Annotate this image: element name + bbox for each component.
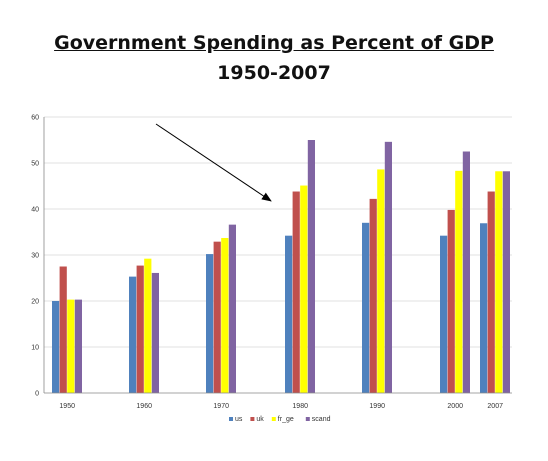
bar-us-1960 (129, 276, 137, 393)
y-tick-label: 50 (31, 161, 39, 168)
bar-us-2000 (440, 235, 448, 393)
bar-fr_ge-1970 (221, 237, 229, 393)
bar-us-1950 (52, 301, 60, 393)
bar-scand-1970 (228, 224, 236, 393)
bar-uk-1970 (213, 241, 221, 393)
x-tick-label: 2000 (447, 403, 463, 410)
bar-fr_ge-1960 (144, 258, 152, 393)
legend-label-fr_ge: fr_ge (278, 416, 294, 423)
bar-us-1990 (362, 222, 370, 393)
y-tick-label: 40 (31, 207, 39, 214)
bar-scand-1950 (74, 299, 82, 393)
y-tick-label: 20 (31, 299, 39, 306)
bar-uk-1950 (59, 266, 67, 393)
bar-uk-2007 (487, 191, 495, 393)
y-tick-label: 30 (31, 253, 39, 260)
y-tick-label: 10 (31, 345, 39, 352)
x-tick-label: 2007 (487, 403, 503, 410)
bar-scand-2007 (502, 171, 510, 393)
annotation-arrow (155, 123, 272, 202)
legend-label-uk: uk (256, 416, 264, 423)
x-tick-label: 1980 (292, 403, 308, 410)
bar-fr_ge-2000 (455, 170, 463, 393)
legend-swatch-scand (305, 417, 310, 421)
bar-scand-2000 (462, 151, 470, 393)
bar-fr_ge-1990 (377, 169, 385, 393)
bar-uk-1990 (369, 198, 377, 393)
x-tick-label: 1990 (369, 403, 385, 410)
x-tick-label: 1970 (213, 403, 229, 410)
y-tick-label: 60 (31, 115, 39, 122)
legend-swatch-us (229, 417, 233, 421)
legend-label-us: us (235, 416, 243, 423)
bar-fr_ge-2007 (495, 171, 503, 393)
bar-uk-2000 (447, 209, 455, 393)
bar-scand-1960 (151, 272, 159, 393)
legend-label-scand: scand (312, 416, 331, 423)
bar-us-2007 (480, 223, 488, 393)
y-tick-label: 0 (35, 391, 39, 398)
bar-fr_ge-1950 (67, 299, 75, 393)
x-tick-label: 1960 (136, 403, 152, 410)
bar-us-1970 (206, 254, 214, 393)
bar-us-1980 (285, 235, 293, 393)
bar-scand-1980 (307, 140, 315, 393)
legend-swatch-fr_ge (271, 417, 276, 421)
legend-swatch-uk (250, 417, 255, 421)
x-tick-label: 1950 (59, 403, 75, 410)
chart-subtitle: 1950-2007 (217, 62, 331, 84)
chart-title: Government Spending as Percent of GDP (54, 32, 494, 54)
bar-fr_ge-1980 (300, 185, 308, 393)
bar-uk-1960 (136, 265, 144, 393)
bar-uk-1980 (292, 191, 300, 393)
bar-scand-1990 (384, 141, 392, 393)
